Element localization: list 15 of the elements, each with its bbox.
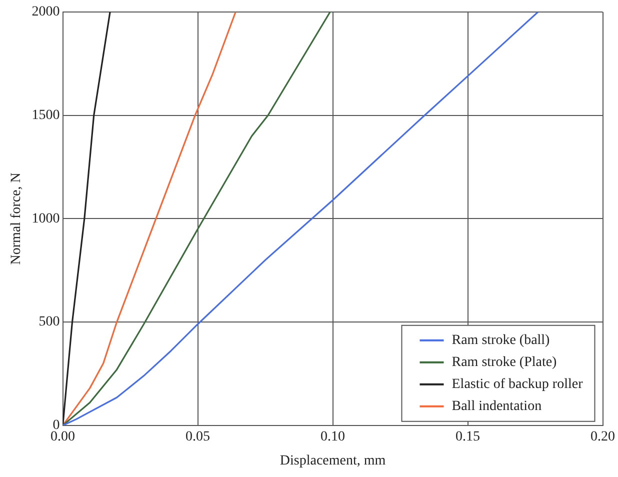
x-axis-title: Displacement, mm — [280, 453, 386, 468]
legend-label: Ball indentation — [452, 399, 542, 414]
y-axis-title: Normal force, N — [9, 172, 24, 265]
legend-label: Elastic of backup roller — [452, 377, 584, 392]
x-tick-label: 0.20 — [590, 429, 615, 444]
legend-label: Ram stroke (ball) — [452, 333, 550, 348]
legend-label: Ram stroke (Plate) — [452, 355, 558, 370]
y-tick-label: 1500 — [32, 108, 60, 124]
y-tick-label: 1000 — [32, 211, 60, 226]
x-tick-label: 0.05 — [186, 429, 210, 444]
y-tick-label: 500 — [38, 314, 60, 330]
x-tick-label: 0.10 — [320, 429, 346, 444]
x-tick-label: 0.15 — [456, 429, 480, 444]
x-tick-label: 0.00 — [50, 429, 76, 444]
y-tick-label: 2000 — [32, 4, 60, 20]
